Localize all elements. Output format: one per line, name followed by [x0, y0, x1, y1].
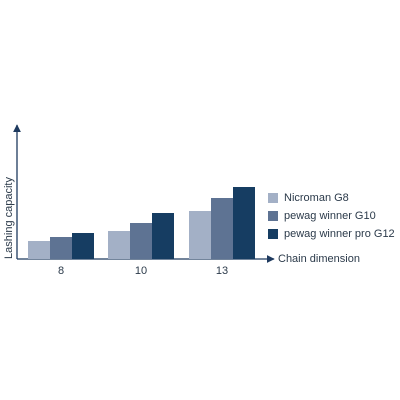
- legend-swatch: [268, 229, 278, 239]
- legend-label: pewag winner pro G12: [284, 228, 395, 240]
- x-tick-label: 8: [58, 265, 64, 277]
- bar: [50, 237, 72, 259]
- bar: [211, 198, 233, 259]
- x-axis-label: Chain dimension: [278, 253, 360, 265]
- bar: [72, 233, 94, 259]
- bar: [189, 211, 211, 259]
- bar: [130, 223, 152, 259]
- legend-label: Nicroman G8: [284, 192, 349, 204]
- x-tick-label: 10: [135, 265, 147, 277]
- x-tick-label: 13: [216, 265, 228, 277]
- y-axis-label: Lashing capacity: [3, 177, 15, 259]
- bar: [108, 231, 130, 259]
- bar: [152, 213, 174, 259]
- bar: [28, 241, 50, 259]
- legend-swatch: [268, 193, 278, 203]
- bar: [233, 187, 255, 259]
- legend-label: pewag winner G10: [284, 210, 376, 222]
- legend-swatch: [268, 211, 278, 221]
